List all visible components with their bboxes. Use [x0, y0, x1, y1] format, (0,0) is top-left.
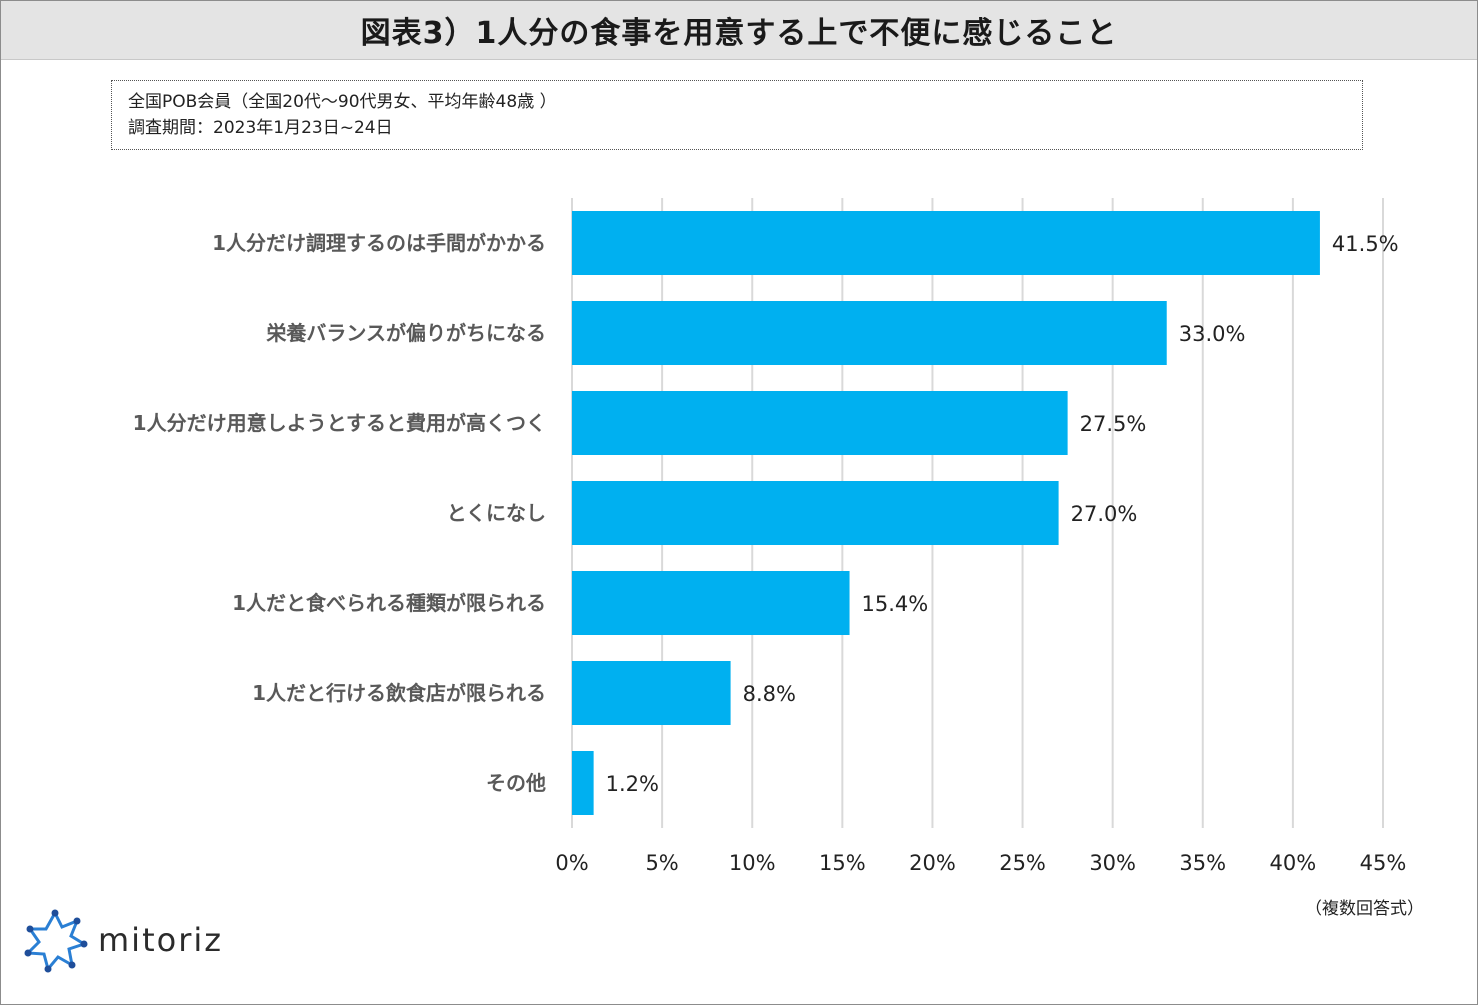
category-label: その他 [486, 771, 546, 795]
data-label: 15.4% [862, 592, 929, 616]
x-tick-label: 15% [819, 851, 866, 875]
logo-text: mitoriz [98, 921, 224, 959]
x-tick-label: 20% [909, 851, 956, 875]
survey-target-text: 全国POB会員（全国20代〜90代男女、平均年齢48歳 ） [128, 92, 557, 112]
chart-title: 図表3）1人分の食事を用意する上で不便に感じること [1, 1, 1477, 60]
x-tick-label: 35% [1179, 851, 1226, 875]
data-label: 1.2% [606, 772, 659, 796]
category-label: とくになし [447, 501, 546, 525]
x-tick-label: 40% [1270, 851, 1317, 875]
x-tick-label: 10% [729, 851, 776, 875]
data-label: 41.5% [1332, 232, 1399, 256]
sun-burst-logo-icon [24, 909, 88, 973]
label-layer: 0% 5% 10% 15% 20% 25% 30% 35% 40% 45% 41.5% 1人分だけ調理… [133, 231, 1407, 875]
x-tick-label: 5% [645, 851, 678, 875]
x-tick-label: 45% [1360, 851, 1407, 875]
survey-info-box: 全国POB会員（全国20代〜90代男女、平均年齢48歳 ） 調査期間：2023年… [111, 80, 1363, 150]
bar-layer [572, 211, 1320, 815]
data-label: 27.0% [1071, 502, 1138, 526]
category-label: 1人分だけ調理するのは手間がかかる [212, 231, 546, 255]
category-label: 1人だと行ける飲食店が限られる [252, 681, 546, 705]
data-label: 8.8% [743, 682, 796, 706]
category-label: 1人分だけ用意しようとすると費用が高くつく [133, 411, 546, 435]
x-tick-label: 25% [999, 851, 1046, 875]
category-label: 栄養バランスが偏りがちになる [265, 321, 546, 345]
bar [572, 661, 731, 725]
survey-period-text: 調査期間：2023年1月23日~24日 [128, 118, 393, 138]
bar [572, 571, 850, 635]
data-label: 27.5% [1080, 412, 1147, 436]
data-label: 33.0% [1179, 322, 1246, 346]
category-label: 1人だと食べられる種類が限られる [232, 591, 546, 615]
bar [572, 211, 1320, 275]
bar [572, 751, 594, 815]
bar [572, 481, 1059, 545]
multiple-answer-note: （複数回答式） [1305, 899, 1424, 919]
mitoriz-logo: mitoriz [22, 905, 223, 975]
x-tick-label: 0% [555, 851, 588, 875]
x-tick-label: 30% [1089, 851, 1136, 875]
bar [572, 391, 1068, 455]
bar [572, 301, 1167, 365]
